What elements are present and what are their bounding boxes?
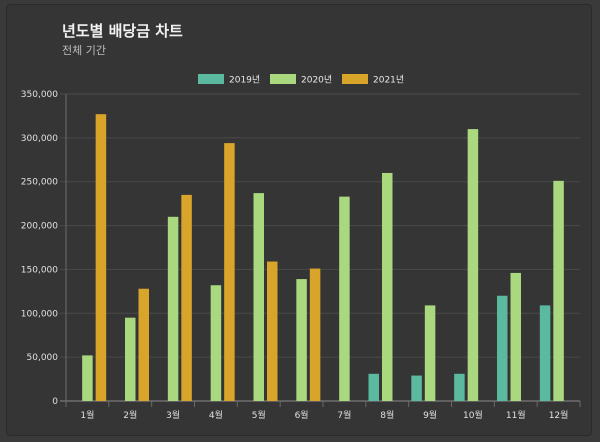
bar-2020년-8월 [382,172,393,401]
y-tick-label: 0 [52,397,58,407]
bar-2020년-3월 [167,216,179,401]
bar-2019년-10월 [454,373,465,401]
bar-2019년-9월 [411,375,422,401]
bar-2021년-1월 [95,114,107,401]
x-tick-label: 11월 [506,409,526,421]
bar-2020년-10월 [467,129,479,402]
y-tick-label: 250,000 [21,178,58,188]
bar-2020년-1월 [82,355,93,401]
chart-title: 년도별 배당금 차트 [62,22,183,40]
y-tick-label: 150,000 [21,265,58,275]
bar-2020년-6월 [296,279,307,401]
x-tick-label: 7월 [337,409,351,421]
x-tick-label: 4월 [209,409,223,421]
legend-label[interactable]: 2021년 [373,75,404,86]
legend-swatch[interactable] [198,74,224,84]
x-tick-label: 10월 [463,409,483,421]
x-tick-label: 8월 [380,409,394,421]
bar-2021년-2월 [138,288,149,401]
chart-subtitle: 전체 기간 [62,44,106,57]
bar-2020년-4월 [210,285,222,401]
legend-label[interactable]: 2019년 [229,75,260,86]
bar-2020년-11월 [510,272,521,401]
legend-swatch[interactable] [342,74,368,84]
y-tick-label: 100,000 [21,309,58,319]
bar-2021년-4월 [224,143,235,401]
x-tick-label: 9월 [423,409,437,421]
x-tick-label: 3월 [166,409,180,421]
x-tick-label: 5월 [252,409,266,421]
y-tick-label: 50,000 [27,353,59,363]
legend-swatch[interactable] [270,74,296,84]
bar-2021년-3월 [181,194,192,401]
y-tick-label: 350,000 [21,90,58,100]
x-tick-label: 1월 [80,409,94,421]
bar-2021년-6월 [309,268,321,401]
y-tick-label: 300,000 [21,134,58,144]
bar-2020년-7월 [339,196,350,401]
x-tick-label: 12월 [549,409,569,421]
bar-2019년-12월 [539,305,551,401]
legend-label[interactable]: 2020년 [301,75,332,86]
bar-2021년-5월 [267,261,278,401]
bar-2020년-9월 [424,305,436,401]
x-tick-label: 6월 [295,409,309,421]
x-tick-label: 2월 [123,409,137,421]
bar-2020년-5월 [253,193,264,401]
bar-2020년-2월 [125,317,136,401]
bar-2019년-11월 [497,295,508,401]
bar-2020년-12월 [553,180,564,401]
bar-2019년-8월 [368,373,379,401]
y-tick-label: 200,000 [21,222,58,232]
